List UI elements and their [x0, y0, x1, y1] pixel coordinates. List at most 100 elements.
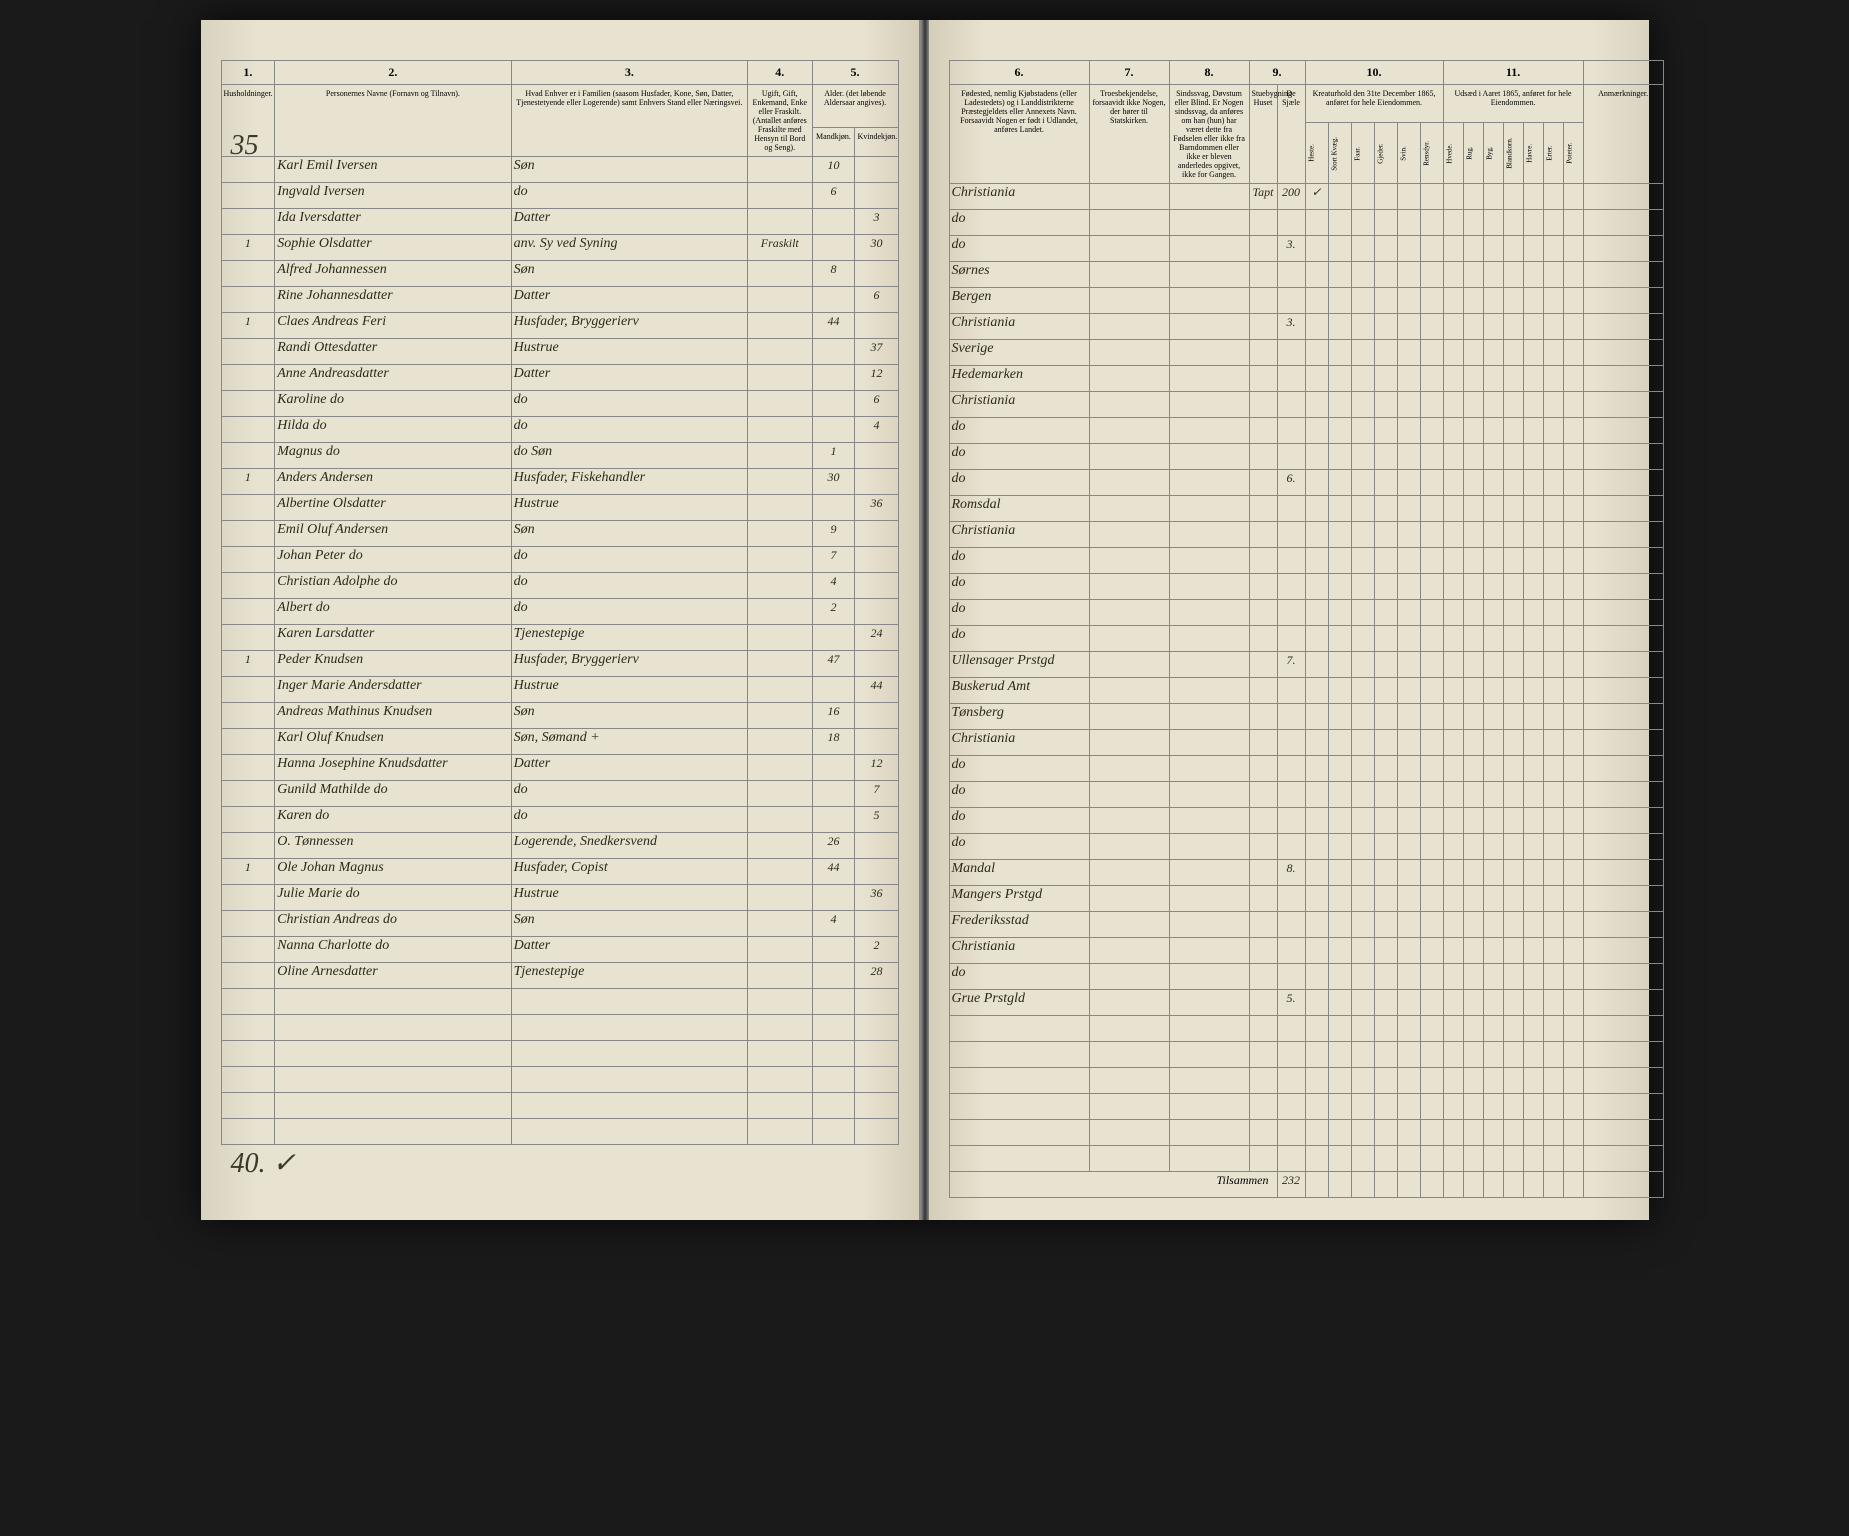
cell: [1397, 522, 1420, 548]
cell: 3.: [1277, 236, 1305, 262]
cell: [1503, 886, 1523, 912]
cell: [1374, 184, 1397, 210]
cell: [1483, 496, 1503, 522]
cell: [1420, 652, 1443, 678]
cell: [1249, 1146, 1277, 1172]
cell: [1249, 1120, 1277, 1146]
col2-num: 2.: [275, 61, 511, 85]
cell: [1483, 912, 1503, 938]
cell: [1397, 262, 1420, 288]
cell: [1523, 600, 1543, 626]
cell: [1397, 210, 1420, 236]
cell: [1543, 574, 1563, 600]
cell: [1583, 1016, 1663, 1042]
table-row: [221, 1093, 898, 1119]
right-page: 6. 7. 8. 9. 10. 11. Fødested, nemlig Kjø…: [929, 20, 1649, 1220]
cell: [1351, 1068, 1374, 1094]
cell: [1543, 886, 1563, 912]
cell: [748, 547, 812, 573]
cell: [1483, 1094, 1503, 1120]
col7-num: 7.: [1089, 61, 1169, 85]
table-row: Ullensager Prstgd7.: [949, 652, 1663, 678]
cell: [221, 417, 275, 443]
cell: [1583, 1068, 1663, 1094]
cell: [1249, 1016, 1277, 1042]
cell: [748, 495, 812, 521]
cell: [748, 183, 812, 209]
cell: [1583, 314, 1663, 340]
cell: [1463, 392, 1483, 418]
cell: [1563, 886, 1583, 912]
cell: [812, 885, 855, 911]
cell: [1483, 834, 1503, 860]
cell: [1420, 938, 1443, 964]
cell: [1249, 262, 1277, 288]
cell: [1249, 860, 1277, 886]
table-row: [949, 1042, 1663, 1068]
cell: [1397, 288, 1420, 314]
cell: [1305, 392, 1328, 418]
cell: [748, 417, 812, 443]
cell: [1483, 548, 1503, 574]
cell: 36: [855, 495, 898, 521]
cell: [1483, 1172, 1503, 1198]
cell: [1420, 574, 1443, 600]
cell: [1089, 444, 1169, 470]
cell: [855, 1041, 898, 1067]
cell: [1328, 990, 1351, 1016]
cell: [1543, 366, 1563, 392]
col4-header: Ugift, Gift, Enkemand, Enke eller Fraski…: [748, 85, 812, 157]
cell: [1443, 834, 1463, 860]
cell: Logerende, Snedkersvend: [511, 833, 747, 859]
cell: Hilda do: [275, 417, 511, 443]
cell: [1583, 418, 1663, 444]
cell: do: [511, 183, 747, 209]
cell: [1443, 704, 1463, 730]
cell: [1523, 470, 1543, 496]
cell: 2: [812, 599, 855, 625]
cell: [1169, 548, 1249, 574]
cell: [1523, 652, 1543, 678]
cell: [1351, 912, 1374, 938]
cell: Christiania: [949, 522, 1089, 548]
cell: [1443, 1042, 1463, 1068]
cell: [1483, 340, 1503, 366]
cell: Datter: [511, 365, 747, 391]
table-row: [221, 1015, 898, 1041]
cell: [1169, 678, 1249, 704]
cell: [1089, 600, 1169, 626]
cell: [1420, 184, 1443, 210]
cell: [1463, 1016, 1483, 1042]
cell: Anders Andersen: [275, 469, 511, 495]
cell: [1351, 236, 1374, 262]
cell: [1305, 1094, 1328, 1120]
cell: [1443, 470, 1463, 496]
cell: [949, 1094, 1089, 1120]
cell: [275, 1015, 511, 1041]
cell: [1351, 366, 1374, 392]
cell: [1523, 938, 1543, 964]
cell: [1443, 314, 1463, 340]
cell: [1089, 756, 1169, 782]
cell: [1169, 418, 1249, 444]
table-row: Mangers Prstgd: [949, 886, 1663, 912]
cell: Inger Marie Andersdatter: [275, 677, 511, 703]
cell: [1463, 834, 1483, 860]
cell: 3: [855, 209, 898, 235]
cell: [1443, 184, 1463, 210]
cell: [1420, 314, 1443, 340]
cell: 44: [812, 859, 855, 885]
cell: [1503, 756, 1523, 782]
col11-num: 11.: [1443, 61, 1583, 85]
cell: [748, 729, 812, 755]
cell: [1089, 236, 1169, 262]
col12-num: [1583, 61, 1663, 85]
table-row: [949, 1016, 1663, 1042]
table-row: [221, 1119, 898, 1145]
cell: [1305, 808, 1328, 834]
cell: [1463, 548, 1483, 574]
cell: [1277, 964, 1305, 990]
cell: [1089, 262, 1169, 288]
cell: [1249, 340, 1277, 366]
cell: [1463, 444, 1483, 470]
